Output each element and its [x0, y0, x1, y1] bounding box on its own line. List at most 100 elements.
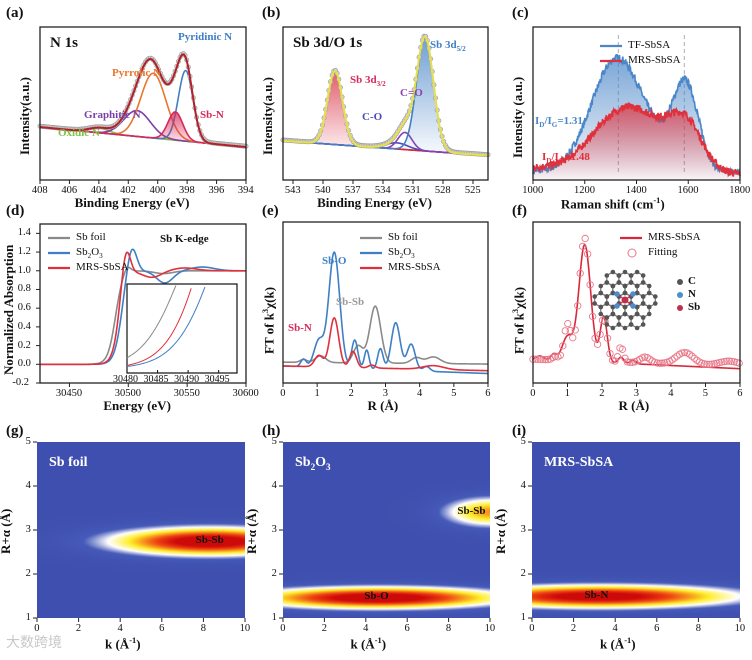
inset-tick-label: 30490: [174, 374, 200, 385]
carbon-atom: [610, 283, 616, 289]
y-tick-label: 5: [271, 436, 277, 447]
panel-label: (d): [6, 203, 25, 219]
fitting-marker: [705, 360, 714, 368]
fitting-marker: [583, 250, 592, 258]
y-tick-label: 0.8: [17, 283, 31, 295]
x-tick-label: 8: [695, 623, 701, 634]
carbon-atom: [622, 311, 628, 317]
fitting-marker: [621, 354, 629, 362]
x-tick-label: 543: [284, 185, 301, 196]
fitting-marker: [718, 358, 726, 366]
x-tick-label: 3: [633, 388, 640, 399]
x-tick-label: 0: [34, 623, 40, 634]
fitting-marker: [603, 334, 612, 342]
axes-frame: [282, 26, 489, 181]
y-tick-label: 1.4: [17, 227, 31, 239]
series-line-Sb-3d-5-2-: [282, 36, 489, 157]
axes-frame: [39, 26, 247, 181]
x-tick-label: 528: [434, 185, 451, 196]
carbon-atom: [592, 301, 597, 306]
x-tick-label: 1200: [573, 185, 595, 196]
x-tick-label: 2: [348, 388, 354, 399]
carbon-atom: [610, 311, 616, 317]
x-tick-label: 10: [484, 623, 496, 634]
fitting-marker: [531, 355, 540, 363]
fitting-marker: [556, 351, 564, 359]
carbon-atom: [616, 280, 622, 285]
carbon-atom: [640, 280, 646, 285]
x-tick-label: 4: [416, 388, 423, 399]
legend-entry: MRS-SbSA: [628, 54, 681, 66]
legend-entry: Sb foil: [388, 231, 418, 243]
legend-entry: MRS-SbSA: [648, 231, 701, 243]
panel-a: [37, 26, 249, 184]
carbon-atom: [598, 290, 604, 296]
y-tick-label: 3: [25, 524, 31, 535]
carbon-atom: [640, 294, 646, 299]
nitrogen-atom: [630, 303, 636, 309]
carbon-atom: [598, 304, 604, 310]
fitting-marker: [618, 345, 627, 353]
x-tick-label: 398: [179, 185, 195, 196]
bond-label: Sb-Sb: [457, 504, 486, 517]
panel-title: N 1s: [50, 35, 78, 51]
fitting-marker: [576, 269, 584, 277]
fitting-marker: [700, 360, 709, 368]
heatmap-title: Sb2O3: [295, 455, 331, 472]
y-tick-label: 4: [520, 480, 526, 491]
y-axis-label: R+α (Å): [0, 508, 13, 554]
x-tick-label: 10: [239, 623, 251, 634]
panel-label: (b): [262, 5, 281, 21]
fitting-marker: [708, 360, 716, 368]
carbon-atom: [604, 280, 610, 285]
y-tick-label: 3: [271, 524, 277, 535]
x-tick-label: 1600: [677, 185, 699, 196]
legend-entry: Sb2O3: [388, 246, 415, 261]
x-axis-label: Binding Energy (eV): [74, 195, 190, 210]
wavelet-heatmap: [37, 442, 245, 618]
x-tick-label: 404: [90, 185, 107, 196]
fitting-marker: [728, 357, 736, 365]
panel-b: [280, 26, 491, 184]
x-tick-label: 4: [668, 388, 674, 399]
carbon-atom: [598, 311, 604, 317]
fitting-marker: [668, 356, 676, 364]
panel-label: (i): [512, 423, 527, 439]
fitting-marker: [658, 359, 666, 367]
fitting-marker: [613, 353, 622, 361]
y-tick-label: 0.0: [17, 358, 31, 370]
y-tick-label: 0.2: [17, 339, 31, 351]
bond-label: Sb-N: [584, 589, 609, 601]
fitting-marker: [564, 319, 572, 328]
peak-annotation: Sb-N: [288, 322, 312, 334]
fitting-marker: [611, 357, 619, 365]
panel-g: [33, 441, 246, 622]
x-tick-label: 406: [61, 185, 78, 196]
x-tick-label: 396: [208, 185, 225, 196]
fitting-marker: [586, 281, 594, 289]
x-tick-label: 0: [529, 623, 535, 634]
carbon-atom: [610, 325, 616, 331]
fitting-marker: [544, 355, 552, 364]
legend-entry: Sb2O3: [76, 246, 103, 261]
x-tick-label: 8: [445, 623, 452, 634]
carbon-atom: [610, 290, 616, 296]
y-axis-label: FT of k3χ(k): [260, 286, 277, 354]
nitrogen-atom: [630, 291, 636, 297]
carbon-atom: [640, 273, 646, 278]
wavelet-heatmap: [283, 442, 490, 618]
structure-illustration: [592, 269, 658, 331]
antimony-atom: [621, 296, 629, 304]
carbon-atom: [634, 290, 640, 296]
x-tick-label: 3: [382, 388, 389, 399]
peak-annotation: C-O: [362, 111, 383, 123]
series-line-MRS-SbSA: [40, 251, 246, 366]
series-fill-Sb-3d-5-2-: [283, 37, 488, 156]
fitting-marker: [539, 355, 547, 364]
x-tick-label: 408: [31, 185, 48, 196]
y-axis-label: Normalized Absorption: [1, 244, 16, 375]
panel-label: (a): [6, 5, 24, 21]
x-tick-label: 1400: [625, 185, 647, 196]
wavelet-heatmap: [532, 442, 740, 618]
legend-entry: MRS-SbSA: [76, 261, 129, 273]
